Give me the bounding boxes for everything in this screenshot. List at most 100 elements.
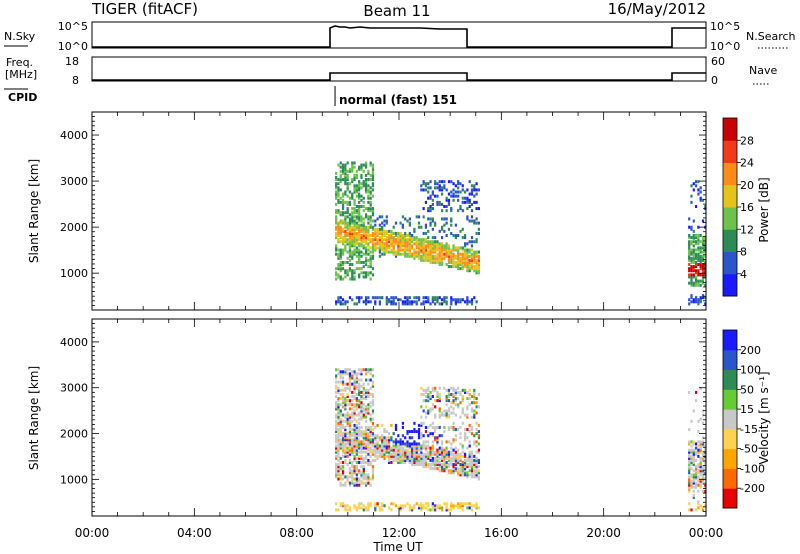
data-cell [429,423,432,427]
data-cell [452,386,455,390]
data-cell [699,260,702,264]
data-cell [355,372,358,376]
data-cell [358,213,361,217]
data-cell [367,248,370,252]
data-cell [344,236,347,240]
data-cell [457,458,460,462]
data-cell [688,471,691,475]
data-cell [367,169,370,173]
data-cell [424,454,428,458]
data-cell [406,442,409,446]
data-cell [337,452,340,456]
data-cell [394,423,398,427]
data-cell [457,471,460,475]
data-cell [443,458,446,462]
data-cell [454,399,457,403]
data-cell [355,242,358,246]
data-cell [358,296,361,300]
data-cell [429,450,432,454]
data-cell [424,238,428,242]
data-cell [457,298,460,302]
data-cell [339,260,342,264]
data-cell [436,244,439,248]
data-cell [457,397,460,401]
data-cell [429,196,432,200]
data-cell [371,296,375,300]
data-cell [406,454,409,458]
data-cell [699,473,702,477]
data-cell [438,244,441,248]
data-cell [383,438,386,442]
data-cell [378,231,381,235]
data-cell [463,242,467,246]
data-cell [337,423,340,427]
data-cell [339,221,342,225]
data-cell [360,205,363,209]
data-cell [406,450,409,454]
data-cell [468,454,471,458]
data-cell [477,263,480,267]
data-cell [466,269,469,273]
data-cell [417,428,421,432]
data-cell [351,465,354,469]
data-cell [355,205,358,209]
data-cell [364,372,368,376]
data-cell [450,442,453,446]
data-cell [445,188,448,192]
data-cell [436,448,439,452]
data-cell [463,473,467,477]
data-cell [406,432,409,436]
data-cell [344,175,347,179]
data-cell [452,463,455,467]
data-cell [362,240,365,244]
data-cell [353,198,356,202]
data-cell [385,300,388,304]
data-cell [355,188,358,192]
data-cell [415,302,418,306]
data-cell [422,248,425,252]
data-cell [443,461,446,465]
data-cell [383,454,386,458]
colorbar-swatch [723,409,737,430]
data-cell [415,250,418,254]
data-cell [348,263,352,267]
data-cell [369,190,372,194]
data-cell [434,388,437,392]
data-cell [335,217,338,221]
data-cell [344,438,347,442]
data-cell [427,246,430,250]
data-cell [417,296,421,300]
data-cell [417,244,421,248]
data-cell [367,411,370,415]
data-cell [394,438,398,442]
data-cell [339,165,342,169]
data-cell [704,489,707,493]
data-cell [699,296,702,300]
data-cell [468,456,471,460]
data-cell [447,452,451,456]
data-cell [348,217,352,221]
data-cell [690,281,693,285]
data-cell [390,448,393,452]
data-cell [438,256,441,260]
data-cell [457,267,460,271]
data-cell [452,246,455,250]
data-cell [470,236,474,240]
data-cell [360,215,363,219]
data-cell [351,452,354,456]
data-cell [364,173,368,177]
data-cell [450,405,453,409]
data-cell [470,425,474,429]
data-cell [339,256,342,260]
data-cell [360,440,363,444]
data-cell [697,236,700,240]
data-cell [415,238,418,242]
data-cell [364,300,368,304]
data-cell [355,246,358,250]
data-cell [358,300,361,304]
data-cell [688,258,691,262]
data-cell [477,267,480,271]
data-cell [362,382,365,386]
data-cell [697,263,700,267]
data-cell [413,229,416,233]
